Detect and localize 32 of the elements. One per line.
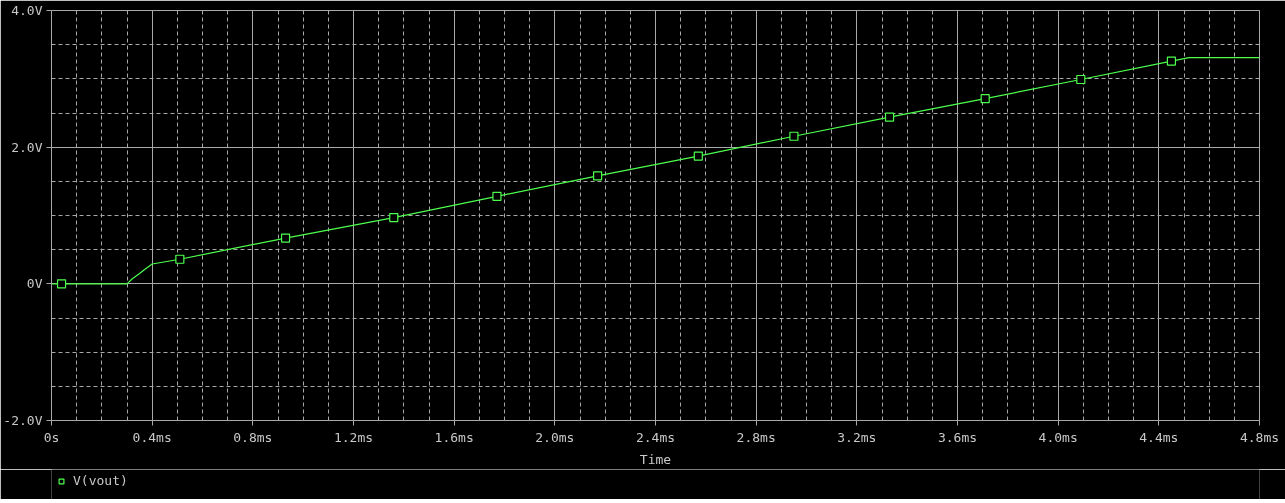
- point: [884, 112, 895, 122]
- x-tick-label: 4.0ms: [1038, 429, 1078, 445]
- x-tick-label: 3.2ms: [837, 429, 877, 445]
- point: [1076, 74, 1086, 85]
- x-axis-title: Time: [639, 451, 672, 467]
- x-tick-label: 1.6ms: [434, 429, 474, 445]
- point: [789, 131, 799, 141]
- point: [693, 151, 703, 161]
- x-tick-label: 2.8ms: [736, 429, 776, 445]
- x-tick-label: 0.4ms: [132, 429, 172, 445]
- x-tick-label: 0.8ms: [233, 429, 273, 445]
- x-tick-label: 4.4ms: [1139, 429, 1179, 445]
- y-tick-label: 4.0V: [11, 3, 43, 18]
- point: [56, 279, 67, 289]
- y-tick-label: -2.0V: [3, 413, 43, 428]
- y-tick-label: 0V: [26, 276, 43, 292]
- line-series: [51, 57, 1260, 285]
- x-tick-label: 2.4ms: [635, 429, 676, 445]
- legend-label: V(vout): [73, 473, 128, 488]
- point: [492, 191, 502, 201]
- point: [593, 171, 603, 181]
- point: [280, 233, 291, 243]
- x-tick-label: 1.2ms: [333, 429, 374, 445]
- x-tick-label: 0s: [43, 429, 60, 445]
- x-tick-label: 2.0ms: [535, 429, 575, 445]
- y-tick-label: 2.0V: [11, 139, 43, 155]
- point: [175, 254, 185, 264]
- point: [980, 94, 990, 104]
- x-tick-label: 4.8ms: [1239, 429, 1280, 445]
- point: [1166, 56, 1177, 66]
- x-tick-label: 3.6ms: [937, 429, 978, 445]
- point: [389, 212, 399, 223]
